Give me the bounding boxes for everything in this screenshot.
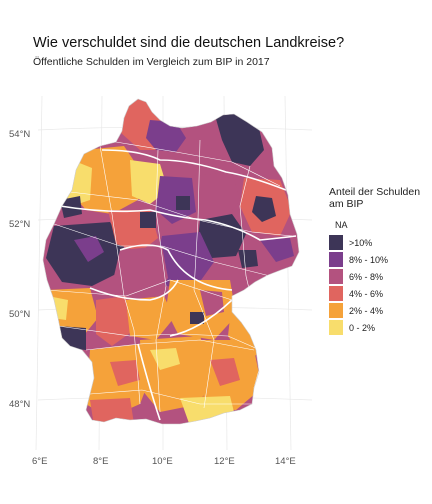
saxony-anhalt-south-region [198, 214, 246, 258]
legend-item: 8% - 10% [329, 251, 429, 268]
legend-label: 0 - 2% [349, 322, 376, 333]
district-borders [45, 139, 293, 413]
munich-region [210, 358, 240, 386]
y-tick-50n: 50°N [9, 309, 30, 320]
x-tick-8e: 8°E [93, 456, 108, 467]
legend-swatch [329, 286, 343, 301]
state-borders [59, 149, 297, 421]
x-tick-14e: 14°E [275, 456, 296, 467]
map-title: Wie verschuldet sind die deutschen Landk… [33, 35, 345, 51]
leipzig-region [238, 250, 258, 268]
legend-label: 2% - 4% [349, 305, 384, 316]
legend: Anteil der Schulden am BIP NA >10% 8% - … [329, 186, 429, 336]
y-tick-52n: 52°N [9, 219, 30, 230]
legend-item: 2% - 4% [329, 302, 429, 319]
eifel-region [48, 296, 68, 320]
nuremberg-region [190, 312, 204, 324]
legend-title: Anteil der Schulden am BIP [329, 186, 421, 210]
x-tick-6e: 6°E [32, 456, 47, 467]
x-tick-12e: 12°E [214, 456, 235, 467]
legend-label: 8% - 10% [349, 254, 389, 265]
legend-swatch [329, 252, 343, 267]
y-tick-54n: 54°N [9, 129, 30, 140]
hamburg-area-region [146, 120, 186, 152]
map-subtitle: Öffentliche Schulden im Vergleich zum BI… [33, 56, 270, 68]
legend-item: >10% [329, 234, 429, 251]
thuringia-region [156, 232, 214, 290]
legend-swatch [329, 320, 343, 335]
legend-swatch [329, 303, 343, 318]
palatinate-region [96, 296, 134, 346]
meridian-14e [284, 95, 292, 451]
germany-outline [42, 98, 300, 425]
brunswick-region [176, 196, 190, 210]
alps-region [180, 396, 236, 424]
meridian-6e [35, 95, 43, 451]
hesse-north-region [114, 246, 168, 302]
legend-swatch [329, 235, 343, 250]
x-tick-10e: 10°E [152, 456, 173, 467]
legend-item: 4% - 6% [329, 285, 429, 302]
franconia-center-region [200, 290, 224, 316]
legend-item: 6% - 8% [329, 268, 429, 285]
saxony-anhalt-north-region [192, 172, 240, 226]
legend-label: 6% - 8% [349, 271, 384, 282]
legend-item: 0 - 2% [329, 319, 429, 336]
legend-na-label: NA [335, 220, 348, 230]
legend-label: >10% [349, 237, 373, 248]
legend-swatch [329, 269, 343, 284]
legend-label: 4% - 6% [349, 288, 384, 299]
germany-districts [43, 99, 299, 424]
y-tick-48n: 48°N [9, 399, 30, 410]
berlin-region [252, 196, 276, 222]
lake-constance-region [90, 398, 134, 424]
ruhr-center-region [74, 236, 104, 262]
stuttgart-region [110, 360, 140, 386]
saxony-east-region [260, 238, 294, 262]
bielefeld-region [140, 212, 156, 228]
